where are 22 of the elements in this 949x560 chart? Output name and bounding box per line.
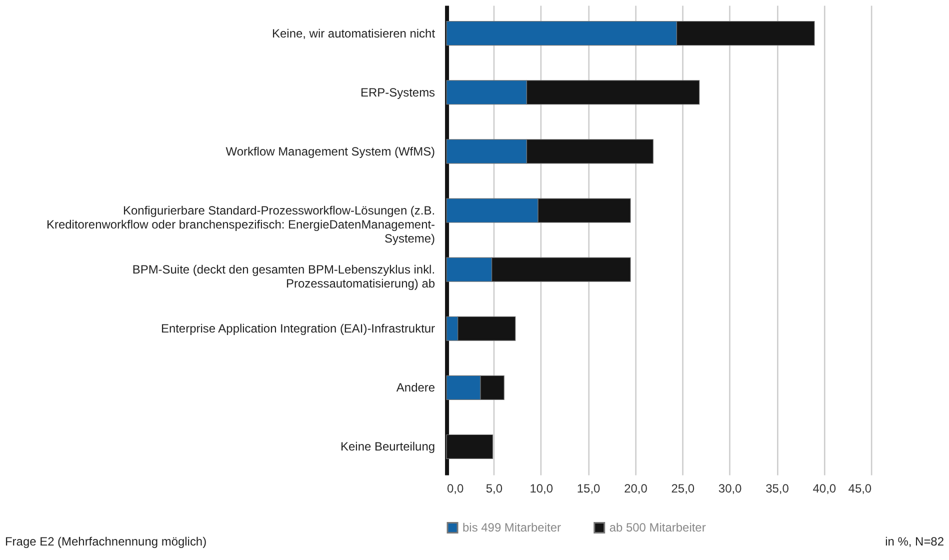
x-tick-label: 45,0: [848, 481, 872, 496]
x-tick-label: 40,0: [812, 481, 836, 496]
x-tick-label: 0,0: [447, 481, 464, 496]
y-tick-label: ERP-Systems: [360, 85, 436, 100]
legend-label: ab 500 Mitarbeiter: [609, 520, 706, 535]
text: in %, N=82: [885, 534, 944, 549]
x-tick-label: 5,0: [486, 481, 503, 496]
x-tick-label: 10,0: [530, 481, 554, 496]
y-tick-label: Keine, wir automatisieren nicht: [272, 26, 436, 40]
y-tick-label: Workflow Management System (WfMS): [226, 144, 436, 158]
y-tick-label: Andere: [396, 380, 436, 395]
x-tick-label: 20,0: [624, 481, 648, 496]
y-tick-label: Enterprise Application Integration (EAI)-Infrastruktur: [160, 322, 436, 336]
y-tick-label: Keine Beurteilung: [340, 440, 436, 454]
x-tick-label: 25,0: [671, 481, 695, 496]
text: Frage E2 (Mehrfachnennung möglich): [4, 534, 207, 549]
x-tick-label: 35,0: [766, 481, 790, 496]
x-tick-label: 30,0: [718, 481, 742, 496]
y-tick-label: BPM-Suite (deckt den gesamten BPM-Lebenszyklus inkl. Prozessautomatisierung) ab: [132, 262, 436, 291]
legend-label: bis 499 Mitarbeiter: [462, 520, 561, 535]
x-tick-label: 15,0: [576, 481, 601, 496]
y-tick-label: Konfigurierbare Standard-Prozessworkflow-Lösungen (z.B. Kreditorenworkflow oder branchenspezifisch: EnergieDatenManagement-Systeme): [46, 204, 436, 246]
